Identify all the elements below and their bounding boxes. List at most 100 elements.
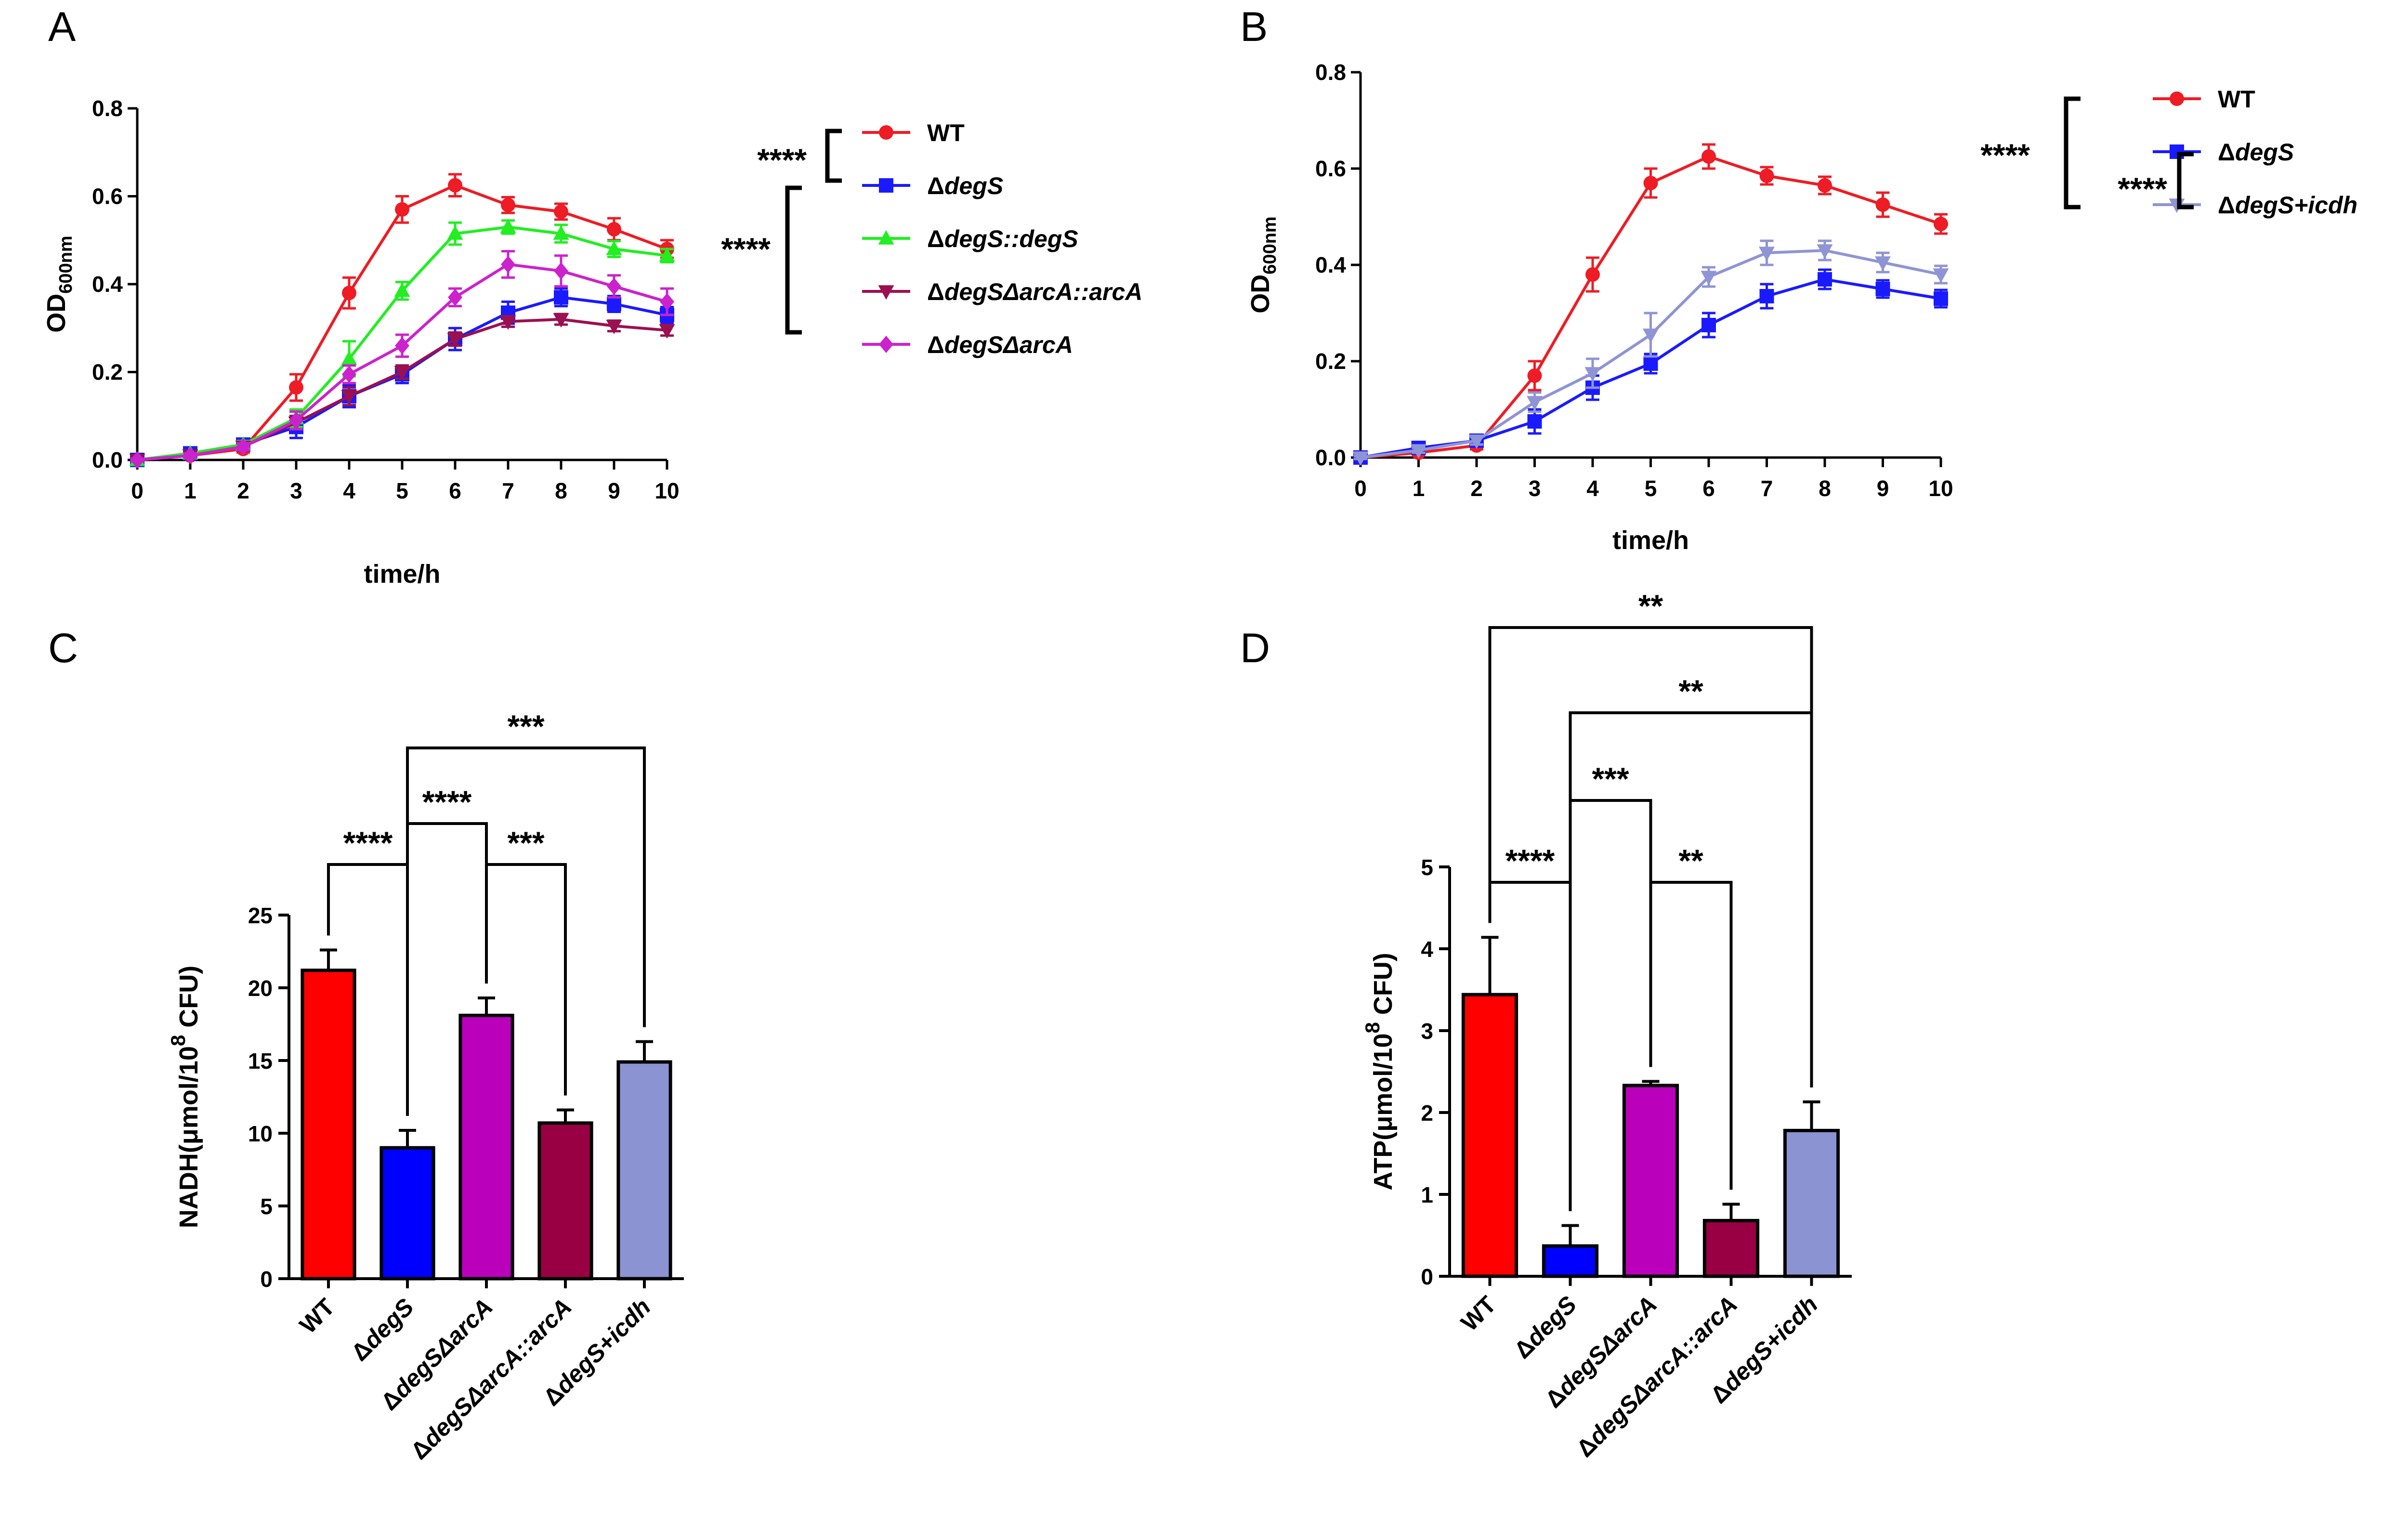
x-tick-label: 9 xyxy=(1877,476,1889,501)
data-point xyxy=(1933,268,1949,283)
data-point xyxy=(1527,396,1543,411)
bar-ΔdegSΔarcA::arcA xyxy=(537,1121,593,1281)
significance-label: **** xyxy=(1505,843,1555,878)
data-point xyxy=(1875,256,1891,271)
series-a-0 xyxy=(130,173,674,467)
data-point xyxy=(606,319,622,334)
data-point xyxy=(342,366,356,383)
significance-bracket xyxy=(825,129,842,183)
y-tick-label: 4 xyxy=(1421,937,1433,962)
data-point xyxy=(501,255,515,273)
x-tick-label: 9 xyxy=(608,478,620,503)
x-tick-label: 0 xyxy=(131,478,144,503)
data-point xyxy=(1759,169,1774,183)
y-tick-label: 0.0 xyxy=(92,447,123,472)
data-point xyxy=(448,178,462,193)
data-point xyxy=(606,240,622,255)
significance-label: ** xyxy=(1638,588,1663,624)
bar-ΔdegS+icdh xyxy=(1783,1128,1840,1278)
x-tick-label: 7 xyxy=(502,478,514,503)
legend-label: ΔdegSΔarcA::arcA xyxy=(927,278,1142,305)
panel-a-line-chart: 0.0 0.2 0.4 0.6 0.8 0 1 2 3 4 5 6 7 8 9 10 time/h OD600nm… xyxy=(42,96,1142,589)
legend-marker xyxy=(878,230,894,245)
significance-label: **** xyxy=(721,231,771,267)
y-tick-label: 0.4 xyxy=(92,272,123,297)
x-tick-label: ΔdegS xyxy=(346,1293,419,1366)
y-tick-label: 0 xyxy=(260,1267,273,1292)
legend-label: WT xyxy=(2218,86,2255,113)
x-tick-label: 8 xyxy=(555,478,567,503)
significance-label: *** xyxy=(507,708,544,744)
significance-bracket xyxy=(785,185,802,335)
y-tick-label: 0.4 xyxy=(1315,252,1346,277)
data-point xyxy=(659,324,675,339)
data-point xyxy=(1352,451,1369,466)
data-point xyxy=(341,390,357,405)
panel-label-b: B xyxy=(1240,4,1268,50)
data-point xyxy=(1759,289,1774,303)
y-tick-label: 3 xyxy=(1421,1019,1433,1044)
data-point xyxy=(1701,271,1717,286)
panel-label-a: A xyxy=(48,4,76,50)
data-point xyxy=(607,277,621,295)
data-point xyxy=(289,380,303,395)
legend-marker xyxy=(2170,92,2184,106)
data-point xyxy=(341,350,357,365)
y-tick-label: 10 xyxy=(248,1121,273,1146)
x-tick-label: 5 xyxy=(1645,476,1657,501)
x-tick-label: 2 xyxy=(1470,476,1483,501)
data-point xyxy=(554,290,568,305)
data-point xyxy=(448,288,462,306)
significance-label: **** xyxy=(343,825,393,861)
data-point xyxy=(1643,328,1659,343)
panel-b-line-chart: 0.0 0.2 0.4 0.6 0.8 0 1 2 3 4 5 6 7 8 9 10 time/h OD600nm… xyxy=(1246,60,2357,555)
y-axis-title: OD600nm xyxy=(1246,216,1280,313)
legend-marker xyxy=(879,178,893,193)
x-tick-label: 4 xyxy=(343,478,355,503)
x-tick-label: 10 xyxy=(1928,476,1953,501)
legend-label: ΔdegS xyxy=(927,172,1003,199)
y-tick-label: 0.2 xyxy=(1315,349,1346,374)
y-tick-label: 15 xyxy=(248,1048,273,1074)
bar-ΔdegSΔarcA xyxy=(458,1013,514,1281)
x-tick-label: 3 xyxy=(1529,476,1541,501)
data-point xyxy=(1818,272,1832,287)
legend-label: ΔdegSΔarcA xyxy=(927,331,1073,358)
x-tick-label: 7 xyxy=(1761,476,1773,501)
y-tick-label: 0.8 xyxy=(1315,60,1346,85)
data-point xyxy=(553,225,569,240)
data-point xyxy=(660,293,674,311)
data-point xyxy=(1701,149,1716,164)
significance-label: **** xyxy=(422,784,472,820)
panel-label-d: D xyxy=(1240,625,1270,671)
significance-bracket xyxy=(2064,96,2081,210)
legend-label: WT xyxy=(927,119,965,146)
data-point xyxy=(1817,244,1833,259)
bar-ΔdegS+icdh xyxy=(616,1060,672,1281)
y-tick-label: 1 xyxy=(1421,1182,1433,1207)
bar-ΔdegSΔarcA::arcA xyxy=(1702,1218,1760,1278)
y-tick-label: 2 xyxy=(1421,1100,1433,1126)
y-tick-label: 0 xyxy=(1421,1264,1433,1289)
x-tick-label: 0 xyxy=(1354,476,1367,501)
significance-label: ** xyxy=(1678,843,1703,878)
data-point xyxy=(1934,217,1948,231)
x-tick-label: 8 xyxy=(1819,476,1831,501)
x-tick-label: 2 xyxy=(237,478,249,503)
data-point xyxy=(236,438,250,456)
legend-label: ΔdegS+icdh xyxy=(2218,192,2357,219)
significance-label: **** xyxy=(757,142,807,178)
significance-label: *** xyxy=(507,825,544,861)
data-point xyxy=(659,247,675,262)
y-tick-label: 0.2 xyxy=(92,360,123,385)
x-axis-title: time/h xyxy=(1612,526,1689,555)
panel-d-bar-chart: 0 1 2 3 4 5 ATP(μmol/108 CFU) WTΔdegSΔdegSΔarcA… xyxy=(1361,588,1852,1462)
x-tick-label: 6 xyxy=(449,478,461,503)
x-tick-label: 1 xyxy=(184,478,196,503)
data-point xyxy=(1411,444,1426,459)
series-b-0 xyxy=(1353,143,1948,465)
x-tick-label: 5 xyxy=(396,478,408,503)
data-point xyxy=(607,222,621,236)
